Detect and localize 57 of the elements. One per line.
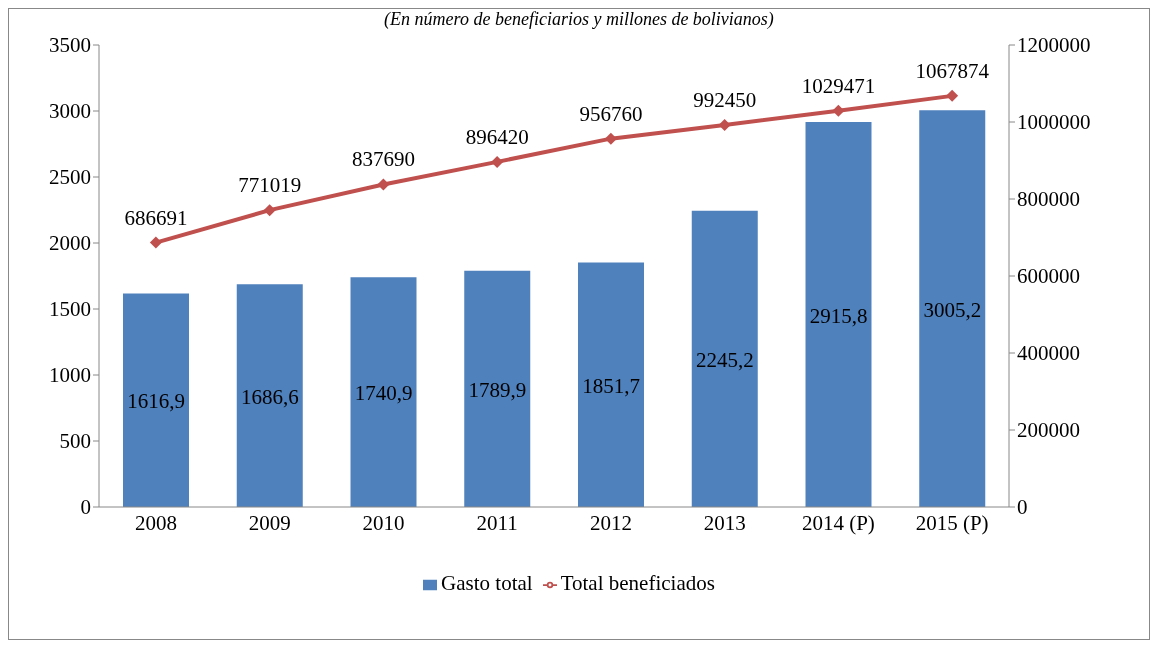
y2-tick-label: 600000 bbox=[1017, 264, 1080, 289]
data-label: 1686,6 bbox=[240, 384, 299, 409]
y-tick-label: 3500 bbox=[49, 33, 91, 58]
y-tick-label: 0 bbox=[80, 495, 91, 520]
bar bbox=[691, 210, 758, 507]
x-tick-label: 2012 bbox=[589, 510, 632, 535]
data-label: 1067874 bbox=[915, 58, 990, 83]
x-tick-label: 2010 bbox=[362, 510, 405, 535]
y-tick-label: 2500 bbox=[49, 165, 91, 190]
point bbox=[377, 178, 390, 191]
bar bbox=[919, 110, 986, 507]
data-label: 2245,2 bbox=[695, 347, 754, 372]
bar bbox=[236, 284, 303, 507]
y2-tick-label: 1200000 bbox=[1017, 33, 1091, 58]
data-label: 956760 bbox=[579, 101, 643, 126]
x-tick-label: 2015 (P) bbox=[915, 510, 989, 535]
bar bbox=[123, 293, 189, 507]
y2-tick-label: 0 bbox=[1017, 495, 1028, 520]
legend-label: Gasto total bbox=[441, 571, 533, 595]
y2-tick-label: 800000 bbox=[1017, 187, 1080, 212]
data-label: 1616,9 bbox=[127, 389, 185, 414]
legend-label: Total beneficiados bbox=[560, 571, 715, 595]
x-tick-label: 2014 (P) bbox=[801, 510, 875, 535]
y2-tick-label: 200000 bbox=[1017, 418, 1080, 443]
bar bbox=[464, 270, 531, 507]
data-label: 1029471 bbox=[801, 73, 876, 98]
y-tick-label: 3000 bbox=[49, 99, 91, 124]
y-tick-label: 1500 bbox=[49, 297, 91, 322]
point bbox=[491, 155, 504, 168]
data-label: 1851,7 bbox=[582, 373, 640, 398]
y2-tick-label: 1000000 bbox=[1017, 110, 1091, 135]
x-tick-label: 2011 bbox=[476, 510, 518, 535]
y-tick-label: 1000 bbox=[49, 363, 91, 388]
data-label: 992450 bbox=[693, 87, 757, 112]
point bbox=[263, 204, 276, 217]
point bbox=[718, 118, 731, 131]
x-tick-label: 2009 bbox=[248, 510, 291, 535]
data-label: 837690 bbox=[351, 147, 415, 172]
bar bbox=[805, 122, 872, 507]
x-tick-label: 2008 bbox=[134, 510, 177, 535]
point bbox=[946, 89, 959, 102]
y2-tick-label: 400000 bbox=[1017, 341, 1080, 366]
x-tick-label: 2013 bbox=[703, 510, 746, 535]
chart-subtitle: (En número de beneficiarios y millones de bolivianos) bbox=[383, 9, 775, 31]
data-label: 896420 bbox=[465, 124, 529, 149]
y-tick-label: 2000 bbox=[49, 231, 91, 256]
point bbox=[604, 132, 617, 145]
data-label: 686691 bbox=[124, 205, 188, 230]
point bbox=[149, 236, 162, 249]
data-label: 771019 bbox=[238, 173, 302, 198]
y-tick-label: 500 bbox=[59, 429, 91, 454]
data-label: 1789,9 bbox=[468, 377, 527, 402]
bar bbox=[350, 277, 417, 507]
data-label: 1740,9 bbox=[354, 381, 413, 406]
data-label: 2915,8 bbox=[809, 303, 868, 328]
data-label: 3005,2 bbox=[923, 297, 982, 322]
bar bbox=[578, 262, 644, 507]
